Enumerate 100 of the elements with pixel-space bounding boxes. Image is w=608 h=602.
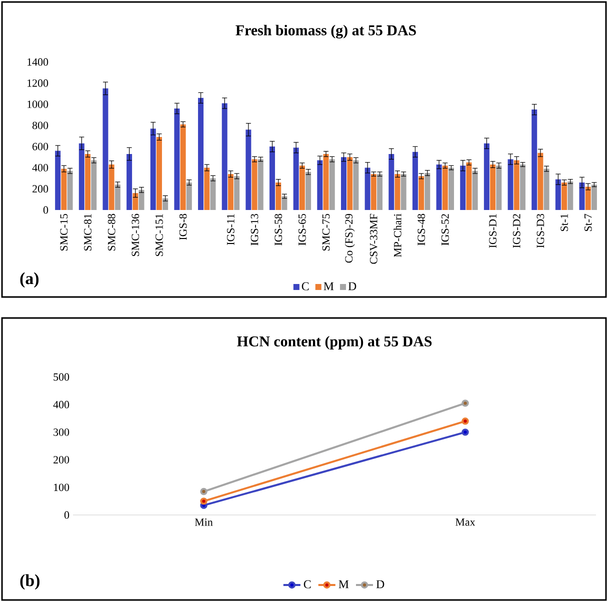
y-tick-label: 500: [54, 373, 70, 381]
x-tick-label: Max: [456, 518, 476, 526]
legend-label: D: [376, 580, 384, 588]
bar: [472, 170, 478, 210]
bar: [258, 159, 264, 210]
legend-label: C: [304, 580, 311, 588]
bar: [210, 178, 216, 210]
bar: [418, 176, 424, 210]
y-tick-label: 1200: [28, 79, 48, 87]
bar: [102, 88, 108, 210]
bar: [138, 190, 144, 210]
bar: [204, 168, 210, 210]
bar: [323, 154, 329, 210]
x-tick-label: St-1: [560, 214, 568, 232]
y-tick-label: 200: [32, 185, 48, 193]
bar: [340, 157, 346, 210]
bar: [514, 160, 520, 210]
bar: [276, 182, 282, 210]
bar: [252, 159, 258, 210]
bar: [156, 137, 162, 210]
bar: [293, 148, 299, 210]
bar: [364, 168, 370, 210]
x-tick-label: MP-Chari: [394, 214, 402, 258]
x-tick-label: St-7: [584, 214, 592, 232]
bar: [484, 143, 490, 210]
legend-label: M: [324, 282, 334, 290]
bar: [496, 166, 502, 210]
bar: [466, 162, 472, 210]
y-tick-label: 800: [32, 122, 48, 130]
y-tick-label: 100: [54, 484, 70, 492]
bar: [198, 98, 204, 210]
bar: [246, 130, 252, 210]
bar: [532, 110, 538, 210]
point: [200, 498, 208, 505]
bar: [228, 174, 234, 210]
bar: [591, 184, 597, 210]
x-tick-label: Min: [194, 518, 213, 526]
legend-label: D: [348, 282, 356, 290]
bar: [186, 182, 192, 210]
x-tick-label: IGS-58: [274, 214, 282, 246]
x-tick-label: IGS-D3: [536, 214, 544, 248]
bar: [222, 103, 228, 210]
bar: [126, 154, 132, 210]
bar: [317, 160, 323, 210]
x-tick-label: IGS-D1: [489, 214, 496, 248]
bar: [270, 146, 276, 210]
point: [462, 400, 469, 407]
bar: [132, 193, 138, 210]
point: [462, 428, 469, 436]
bar: [436, 164, 442, 210]
y-tick-label: 0: [64, 511, 70, 519]
bar: [544, 168, 550, 210]
bar: [91, 160, 97, 210]
point: [462, 418, 469, 425]
bar: [377, 174, 383, 210]
x-tick-label: SMC-136: [132, 214, 140, 256]
bar: [174, 108, 180, 210]
bar: [538, 152, 544, 210]
y-tick-label: 400: [32, 164, 48, 172]
bar: [424, 172, 430, 210]
bar: [508, 159, 514, 210]
legend-label: C: [302, 282, 309, 290]
x-tick-label: SMC-15: [60, 214, 68, 251]
text: (b): [20, 574, 40, 590]
x-tick-label: IGS-48: [418, 214, 426, 246]
chart-title: HCN content (ppm) at 55 DAS: [237, 336, 432, 350]
x-tick-label: IGS-D2: [512, 214, 520, 248]
bar: [520, 164, 526, 210]
bar: [162, 198, 168, 210]
bar: [234, 176, 240, 210]
bar: [306, 172, 312, 210]
bar: [353, 160, 359, 210]
x-tick-label: CSV-33MF: [370, 214, 378, 264]
x-tick-label: SMC-75: [322, 214, 330, 251]
y-tick-label: 200: [54, 456, 70, 464]
bar: [562, 182, 568, 210]
bar: [585, 186, 591, 210]
bar: [490, 164, 496, 210]
bar: [84, 154, 90, 210]
bar: [460, 166, 466, 210]
bar: [388, 154, 394, 210]
x-tick-label: SMC-151: [156, 214, 163, 256]
bar: [347, 157, 353, 210]
y-tick-label: 400: [53, 400, 70, 408]
x-tick-label: SMC-81: [84, 214, 92, 251]
bar: [412, 152, 418, 210]
bar: [442, 166, 448, 210]
y-tick-label: 600: [32, 142, 48, 150]
bar: [555, 179, 561, 210]
x-tick-label: IGS-52: [441, 214, 449, 246]
y-tick-label: 0: [43, 206, 48, 214]
bar: [370, 174, 376, 210]
bar: [299, 166, 305, 210]
bar: [108, 164, 114, 210]
bar: [448, 168, 454, 210]
bar: [329, 159, 335, 210]
text: (a): [20, 272, 39, 288]
bar: [55, 150, 61, 210]
x-tick-label: IGS-8: [179, 214, 187, 240]
bar: [61, 168, 67, 210]
